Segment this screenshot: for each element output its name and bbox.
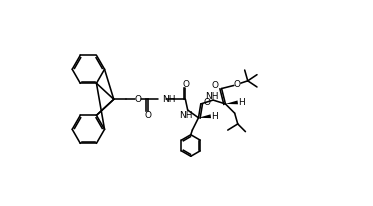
Text: O: O <box>183 80 189 89</box>
Text: O: O <box>203 98 210 107</box>
Text: O: O <box>135 95 142 104</box>
Text: H: H <box>211 111 218 120</box>
Text: NH: NH <box>205 91 218 101</box>
Polygon shape <box>225 101 238 105</box>
Text: O: O <box>233 80 241 89</box>
Text: O: O <box>145 111 152 120</box>
Text: NH: NH <box>162 95 176 104</box>
Polygon shape <box>198 115 211 119</box>
Text: O: O <box>212 81 219 90</box>
Text: NH: NH <box>179 111 193 120</box>
Text: H: H <box>238 98 245 107</box>
